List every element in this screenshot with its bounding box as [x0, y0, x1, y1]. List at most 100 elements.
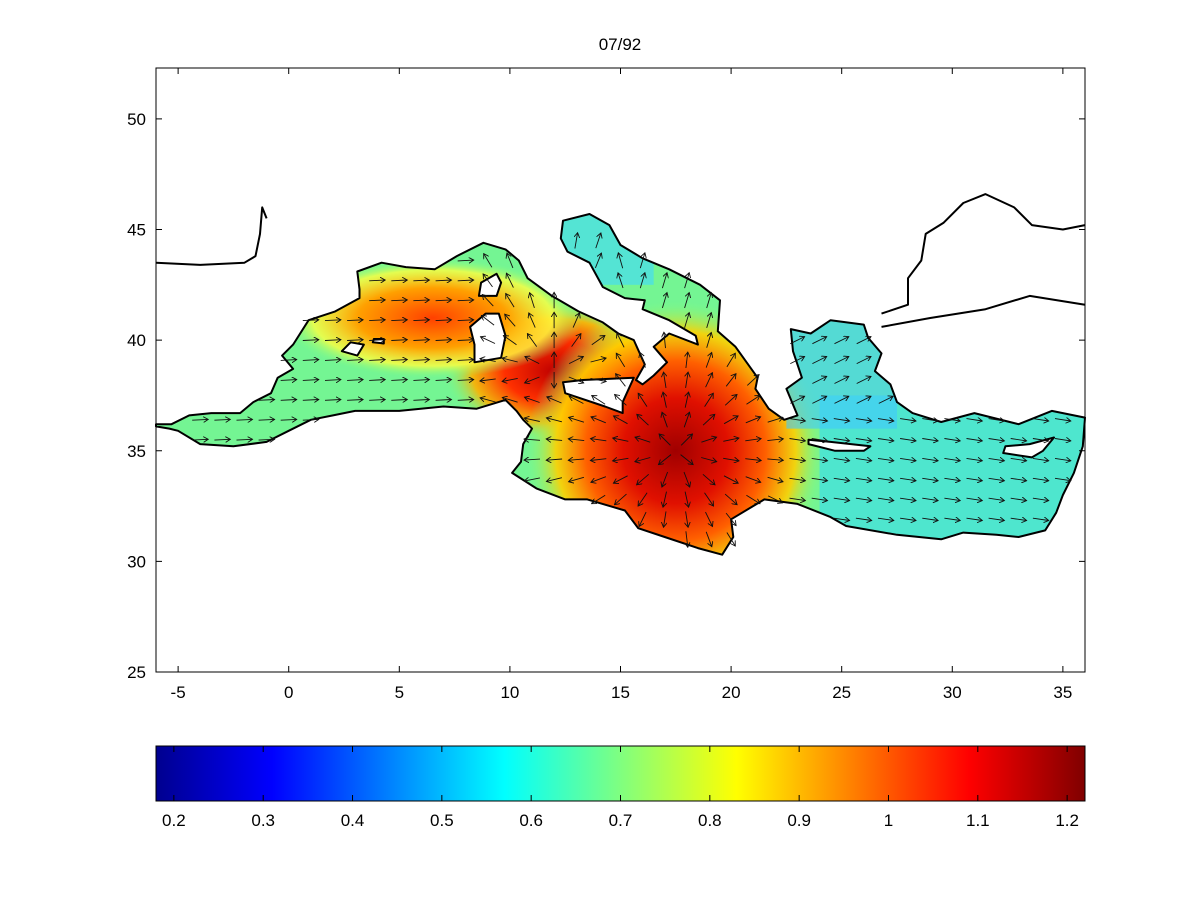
current-vector	[877, 478, 894, 480]
current-vector	[988, 518, 1005, 520]
current-vector	[591, 417, 606, 424]
island-mallorca	[340, 341, 365, 357]
y-tick-label: 40	[127, 331, 146, 350]
current-vector	[568, 459, 585, 460]
current-vector	[302, 380, 319, 381]
current-vector	[530, 293, 535, 309]
current-vector	[391, 400, 407, 401]
colorbar-tick-label: 0.6	[519, 811, 543, 830]
current-vector	[702, 473, 715, 485]
current-vector	[547, 397, 562, 404]
current-vector	[613, 438, 629, 441]
current-vector	[615, 493, 627, 505]
current-vector	[790, 396, 804, 404]
x-tick-label: -5	[171, 683, 186, 702]
current-vector	[391, 300, 407, 301]
current-vector	[413, 280, 429, 281]
current-vector	[1032, 458, 1049, 460]
current-vector	[811, 419, 828, 421]
current-vector	[324, 340, 341, 341]
current-vector	[900, 498, 916, 500]
current-vector	[483, 274, 493, 288]
current-vector	[877, 498, 894, 500]
current-vector	[944, 478, 960, 480]
current-vector	[811, 498, 828, 500]
current-vector	[661, 273, 667, 289]
colorbar-ticks: 0.2 0.3 0.4 0.5 0.6 0.7 0.8 0.9 1 1.1 1.2	[162, 746, 1079, 830]
current-vector	[503, 336, 517, 346]
current-vector	[391, 380, 407, 381]
current-vector	[214, 419, 230, 420]
current-vector	[616, 374, 626, 387]
current-vector	[746, 494, 760, 504]
current-vector	[900, 518, 916, 520]
current-vector	[324, 380, 341, 381]
y-tick-label: 25	[127, 663, 146, 682]
current-vector	[1054, 458, 1071, 460]
current-vector	[639, 273, 645, 289]
current-vector	[280, 419, 297, 420]
colorbar: 0.2 0.3 0.4 0.5 0.6 0.7 0.8 0.9 1 1.1 1.2	[155, 745, 1086, 830]
current-vector	[638, 393, 648, 407]
colorbar-tick-label: 0.4	[341, 811, 365, 830]
current-vector	[1032, 419, 1049, 421]
y-tick-label: 50	[127, 110, 146, 129]
current-vector	[855, 439, 872, 441]
current-vector	[594, 253, 601, 269]
current-vector	[686, 531, 688, 547]
current-vector	[302, 320, 319, 321]
current-vector	[664, 511, 667, 527]
current-vector	[635, 457, 651, 462]
current-vector	[834, 396, 849, 404]
current-vector	[527, 334, 538, 347]
current-vector	[723, 458, 739, 461]
current-vector	[745, 459, 761, 461]
current-vector	[457, 300, 474, 301]
current-vector	[686, 511, 689, 527]
current-vector	[833, 498, 850, 500]
current-vector	[746, 396, 760, 405]
current-vector	[637, 473, 649, 485]
current-vector	[616, 353, 626, 368]
current-vector	[767, 495, 782, 503]
colorbar-tick-label: 0.8	[698, 811, 722, 830]
current-vector	[723, 416, 738, 425]
current-vector	[435, 360, 452, 361]
current-vector	[413, 340, 429, 341]
current-vector	[683, 412, 689, 428]
colorbar-tick-label: 0.7	[609, 811, 633, 830]
anatolia-north	[881, 294, 1086, 328]
x-tick-label: 15	[611, 683, 630, 702]
current-vector	[1032, 478, 1049, 480]
y-tick-label: 35	[127, 442, 146, 461]
current-vector	[302, 400, 319, 401]
current-vector	[1010, 478, 1027, 480]
current-vector	[639, 253, 645, 269]
current-vector	[725, 374, 736, 387]
current-vector	[812, 337, 826, 345]
current-vector	[546, 418, 563, 423]
current-vector	[258, 419, 275, 420]
current-vector	[280, 400, 297, 401]
current-vector	[568, 376, 584, 383]
current-vector	[502, 378, 518, 381]
current-vector	[944, 458, 960, 460]
current-vector	[595, 233, 601, 249]
current-vector	[413, 360, 429, 361]
current-vector	[812, 376, 826, 384]
current-vector	[435, 320, 452, 321]
current-vector	[506, 273, 514, 288]
current-vector	[680, 454, 694, 465]
current-vector	[481, 315, 495, 326]
x-tick-label: 35	[1053, 683, 1072, 702]
current-vector	[640, 353, 646, 368]
current-vector	[413, 320, 429, 321]
current-vector	[591, 439, 607, 441]
current-vector	[1054, 419, 1071, 421]
current-vector	[686, 372, 689, 388]
current-vector	[789, 439, 806, 441]
current-vector	[789, 419, 806, 421]
current-vector	[701, 437, 716, 443]
x-tick-label: 20	[722, 683, 741, 702]
current-vector	[638, 492, 648, 506]
